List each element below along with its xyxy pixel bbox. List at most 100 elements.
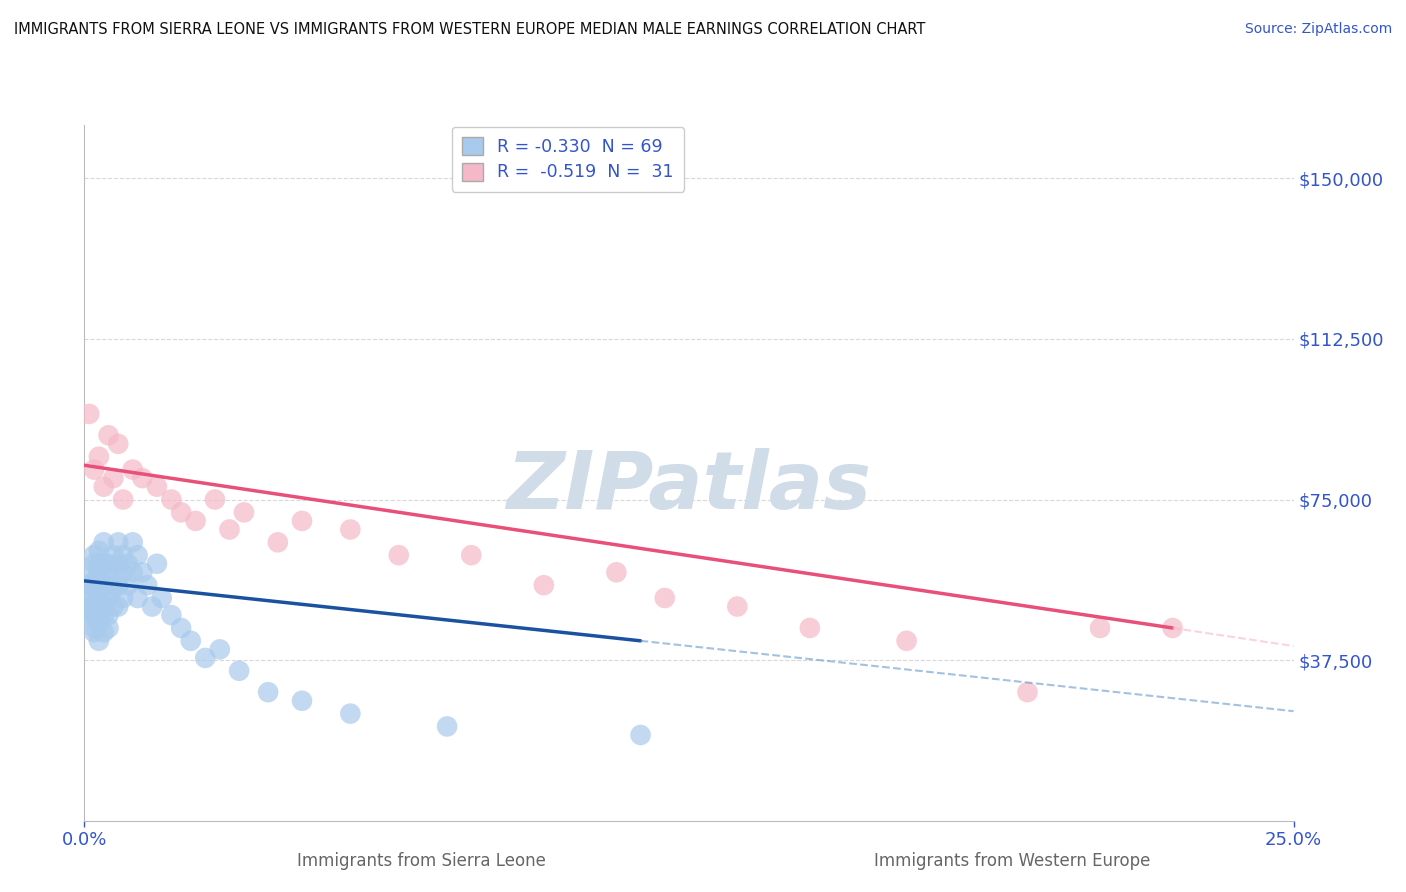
Point	[218, 523, 240, 537]
Point	[112, 566, 135, 580]
Point	[83, 462, 105, 476]
Point	[121, 566, 143, 580]
Point	[97, 608, 120, 623]
Point	[388, 548, 411, 562]
Point	[121, 535, 143, 549]
Point	[87, 578, 110, 592]
Point	[107, 557, 129, 571]
Point	[97, 578, 120, 592]
Point	[160, 608, 183, 623]
Point	[204, 492, 226, 507]
Point	[103, 548, 125, 562]
Point	[77, 608, 100, 623]
Point	[107, 578, 129, 592]
Point	[77, 407, 100, 421]
Point	[339, 706, 361, 721]
Point	[131, 566, 153, 580]
Point	[77, 599, 100, 614]
Point	[83, 557, 105, 571]
Point	[117, 578, 139, 592]
Point	[107, 535, 129, 549]
Point	[83, 548, 105, 562]
Point	[121, 462, 143, 476]
Point	[87, 557, 110, 571]
Point	[257, 685, 280, 699]
Point	[93, 480, 115, 494]
Point	[93, 557, 115, 571]
Point	[460, 548, 482, 562]
Point	[77, 591, 100, 605]
Point	[97, 591, 120, 605]
Point	[725, 599, 748, 614]
Point	[103, 582, 125, 597]
Point	[533, 578, 555, 592]
Point	[97, 428, 120, 442]
Point	[77, 566, 100, 580]
Point	[1161, 621, 1184, 635]
Point	[93, 599, 115, 614]
Point	[107, 437, 129, 451]
Point	[1088, 621, 1111, 635]
Point	[654, 591, 676, 605]
Point	[83, 578, 105, 592]
Point	[87, 591, 110, 605]
Point	[107, 599, 129, 614]
Point	[291, 694, 314, 708]
Point	[117, 557, 139, 571]
Point	[180, 633, 202, 648]
Point	[93, 608, 115, 623]
Text: Immigrants from Western Europe: Immigrants from Western Europe	[875, 852, 1150, 870]
Point	[93, 625, 115, 640]
Point	[160, 492, 183, 507]
Point	[87, 608, 110, 623]
Point	[87, 616, 110, 631]
Point	[436, 719, 458, 733]
Point	[83, 574, 105, 588]
Point	[87, 599, 110, 614]
Point	[87, 450, 110, 464]
Point	[87, 633, 110, 648]
Text: Source: ZipAtlas.com: Source: ZipAtlas.com	[1244, 22, 1392, 37]
Point	[87, 544, 110, 558]
Point	[83, 591, 105, 605]
Point	[170, 621, 193, 635]
Point	[291, 514, 314, 528]
Point	[112, 548, 135, 562]
Point	[208, 642, 231, 657]
Point	[896, 633, 918, 648]
Point	[127, 548, 149, 562]
Text: ZIPatlas: ZIPatlas	[506, 448, 872, 525]
Text: IMMIGRANTS FROM SIERRA LEONE VS IMMIGRANTS FROM WESTERN EUROPE MEDIAN MALE EARNI: IMMIGRANTS FROM SIERRA LEONE VS IMMIGRAN…	[14, 22, 925, 37]
Point	[97, 621, 120, 635]
Point	[228, 664, 250, 678]
Point	[605, 566, 627, 580]
Point	[1017, 685, 1039, 699]
Point	[184, 514, 207, 528]
Point	[103, 566, 125, 580]
Point	[83, 599, 105, 614]
Legend: R = -0.330  N = 69, R =  -0.519  N =  31: R = -0.330 N = 69, R = -0.519 N = 31	[451, 127, 685, 192]
Point	[93, 535, 115, 549]
Point	[83, 608, 105, 623]
Point	[799, 621, 821, 635]
Point	[93, 578, 115, 592]
Point	[630, 728, 652, 742]
Point	[103, 599, 125, 614]
Point	[97, 566, 120, 580]
Point	[127, 591, 149, 605]
Text: Immigrants from Sierra Leone: Immigrants from Sierra Leone	[297, 852, 547, 870]
Point	[103, 471, 125, 485]
Point	[112, 591, 135, 605]
Point	[136, 578, 159, 592]
Point	[150, 591, 173, 605]
Point	[194, 651, 217, 665]
Point	[83, 625, 105, 640]
Point	[131, 471, 153, 485]
Point	[146, 480, 169, 494]
Point	[112, 492, 135, 507]
Point	[83, 608, 105, 623]
Point	[170, 505, 193, 519]
Point	[77, 578, 100, 592]
Point	[97, 557, 120, 571]
Point	[83, 621, 105, 635]
